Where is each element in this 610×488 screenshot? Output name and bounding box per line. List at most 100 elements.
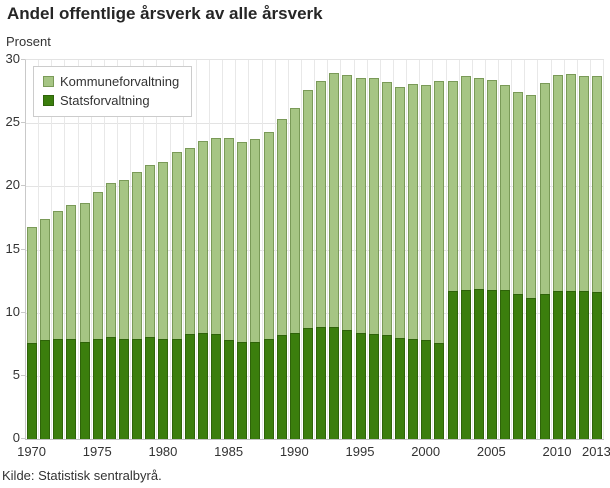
bar-1984-statsforvaltning[interactable] (211, 334, 222, 439)
bar-2004-statsforvaltning[interactable] (473, 289, 484, 439)
bar-1982-statsforvaltning[interactable] (184, 334, 195, 439)
bar-2012-statsforvaltning[interactable] (578, 291, 589, 439)
bar-1993-statsforvaltning[interactable] (329, 327, 340, 439)
bar-2005[interactable] (486, 80, 497, 439)
bar-1997-kommuneforvaltning[interactable] (381, 82, 392, 335)
bar-2008[interactable] (526, 95, 537, 439)
bar-2006-kommuneforvaltning[interactable] (500, 85, 511, 290)
bar-1982-kommuneforvaltning[interactable] (184, 148, 195, 334)
bar-1999-statsforvaltning[interactable] (408, 339, 419, 439)
bar-1994-kommuneforvaltning[interactable] (342, 75, 353, 330)
bar-1982[interactable] (184, 148, 195, 439)
bar-1978-statsforvaltning[interactable] (132, 339, 143, 439)
bar-1972-kommuneforvaltning[interactable] (53, 211, 64, 339)
bar-1978-kommuneforvaltning[interactable] (132, 172, 143, 339)
bar-1988-kommuneforvaltning[interactable] (263, 132, 274, 339)
bar-1984[interactable] (211, 138, 222, 439)
bar-2010[interactable] (552, 75, 563, 439)
bar-1986-kommuneforvaltning[interactable] (237, 142, 248, 342)
bar-2009-kommuneforvaltning[interactable] (539, 83, 550, 294)
bar-2001-statsforvaltning[interactable] (434, 343, 445, 439)
bar-1975-statsforvaltning[interactable] (92, 339, 103, 439)
bar-1979[interactable] (145, 165, 156, 439)
bar-1997-statsforvaltning[interactable] (381, 335, 392, 439)
bar-1986-statsforvaltning[interactable] (237, 342, 248, 439)
bar-1977-kommuneforvaltning[interactable] (119, 180, 130, 339)
legend-item-kommuneforvaltning[interactable]: Kommuneforvaltning (43, 72, 179, 91)
legend-item-statsforvaltning[interactable]: Statsforvaltning (43, 91, 179, 110)
bar-1975[interactable] (92, 192, 103, 439)
bar-1974-statsforvaltning[interactable] (79, 342, 90, 439)
bar-1970-kommuneforvaltning[interactable] (27, 227, 38, 343)
bar-1981-kommuneforvaltning[interactable] (171, 152, 182, 339)
bar-2012-kommuneforvaltning[interactable] (578, 76, 589, 291)
bar-1989-statsforvaltning[interactable] (276, 335, 287, 439)
bar-1983[interactable] (197, 141, 208, 439)
bar-1993[interactable] (329, 73, 340, 439)
bar-2002-kommuneforvaltning[interactable] (447, 81, 458, 291)
bar-2001-kommuneforvaltning[interactable] (434, 81, 445, 343)
bar-2013-kommuneforvaltning[interactable] (592, 76, 603, 292)
bar-1974[interactable] (79, 203, 90, 439)
bar-2008-kommuneforvaltning[interactable] (526, 95, 537, 298)
bar-1981-statsforvaltning[interactable] (171, 339, 182, 439)
bar-2000-statsforvaltning[interactable] (421, 340, 432, 439)
bar-1974-kommuneforvaltning[interactable] (79, 203, 90, 342)
bar-2011[interactable] (565, 74, 576, 439)
bar-2007[interactable] (513, 92, 524, 439)
bar-1992[interactable] (316, 81, 327, 439)
bar-2000-kommuneforvaltning[interactable] (421, 85, 432, 340)
bar-1993-kommuneforvaltning[interactable] (329, 73, 340, 327)
bar-1975-kommuneforvaltning[interactable] (92, 192, 103, 339)
bar-1988[interactable] (263, 132, 274, 439)
bar-1977-statsforvaltning[interactable] (119, 339, 130, 439)
bar-1991-kommuneforvaltning[interactable] (303, 90, 314, 328)
bar-1980-statsforvaltning[interactable] (158, 339, 169, 439)
bar-1991-statsforvaltning[interactable] (303, 328, 314, 439)
bar-1996[interactable] (368, 78, 379, 439)
bar-2000[interactable] (421, 85, 432, 439)
bar-1977[interactable] (119, 180, 130, 439)
bar-2007-kommuneforvaltning[interactable] (513, 92, 524, 294)
bar-1990-statsforvaltning[interactable] (289, 333, 300, 439)
bar-1973[interactable] (66, 205, 77, 439)
bar-1998-statsforvaltning[interactable] (395, 338, 405, 439)
bar-1992-kommuneforvaltning[interactable] (316, 81, 327, 327)
bar-1985[interactable] (224, 138, 235, 439)
bar-1996-statsforvaltning[interactable] (368, 334, 379, 439)
bar-2001[interactable] (434, 81, 445, 439)
bar-2003-kommuneforvaltning[interactable] (460, 76, 471, 290)
bar-1998-kommuneforvaltning[interactable] (395, 87, 405, 338)
bar-2013[interactable] (592, 76, 603, 439)
bar-2009[interactable] (539, 83, 550, 439)
bar-2012[interactable] (578, 76, 589, 439)
bar-1976-kommuneforvaltning[interactable] (105, 183, 116, 337)
bar-1987[interactable] (250, 139, 261, 439)
bar-1976-statsforvaltning[interactable] (105, 337, 116, 439)
bar-2005-statsforvaltning[interactable] (486, 290, 497, 439)
bar-1979-kommuneforvaltning[interactable] (145, 165, 156, 337)
bar-1985-statsforvaltning[interactable] (224, 340, 235, 439)
bar-1980-kommuneforvaltning[interactable] (158, 162, 169, 339)
bar-1979-statsforvaltning[interactable] (145, 337, 156, 439)
bar-1990[interactable] (289, 108, 300, 439)
bar-1994[interactable] (342, 75, 353, 439)
bar-1984-kommuneforvaltning[interactable] (211, 138, 222, 334)
bar-2008-statsforvaltning[interactable] (526, 298, 537, 439)
bar-1995-statsforvaltning[interactable] (355, 333, 366, 439)
bar-2003-statsforvaltning[interactable] (460, 290, 471, 439)
bar-1971-kommuneforvaltning[interactable] (40, 219, 51, 340)
bar-1972[interactable] (53, 211, 64, 439)
bar-2006-statsforvaltning[interactable] (500, 290, 511, 439)
bar-1983-kommuneforvaltning[interactable] (197, 141, 208, 333)
bar-1971-statsforvaltning[interactable] (40, 340, 51, 439)
bar-2013-statsforvaltning[interactable] (592, 292, 603, 439)
bar-1995[interactable] (355, 78, 366, 439)
bar-1972-statsforvaltning[interactable] (53, 339, 64, 439)
bar-1997[interactable] (381, 82, 392, 439)
bar-1989-kommuneforvaltning[interactable] (276, 119, 287, 335)
bar-1999[interactable] (408, 84, 419, 439)
bar-1990-kommuneforvaltning[interactable] (289, 108, 300, 333)
bar-1994-statsforvaltning[interactable] (342, 330, 353, 439)
bar-1991[interactable] (303, 90, 314, 439)
